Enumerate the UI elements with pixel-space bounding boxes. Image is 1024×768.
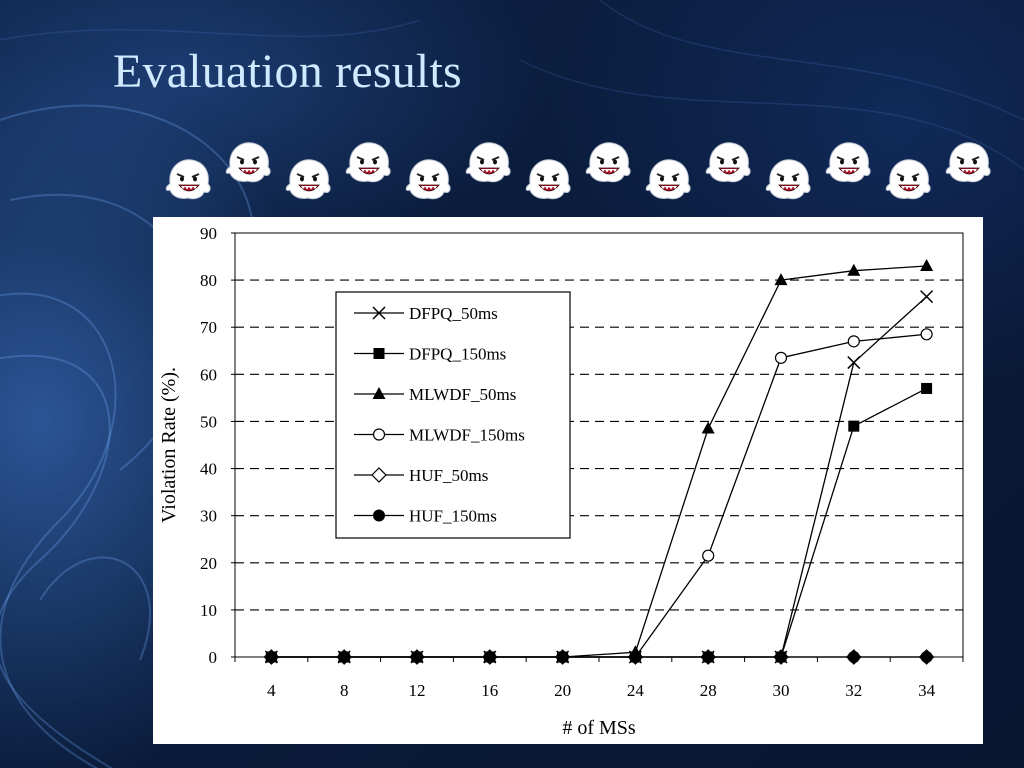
legend-marker [371, 467, 387, 483]
line-chart: 0 10 20 30 40 50 60 70 80 90 4 8 12 16 20 24 28 30 32 34 # o… [158, 224, 964, 739]
data-point [483, 651, 496, 663]
data-point [702, 549, 715, 562]
x-tick-label: 32 [845, 681, 862, 700]
legend-label: MLWDF_50ms [409, 385, 516, 404]
data-point [774, 351, 788, 364]
y-tick-label: 60 [200, 365, 217, 384]
y-tick-label: 70 [200, 318, 217, 337]
legend-marker [373, 509, 385, 522]
data-point [847, 263, 861, 276]
legend-item: MLWDF_150ms [354, 426, 525, 445]
y-tick-label: 50 [200, 412, 217, 431]
series-HUF_150ms [265, 651, 933, 663]
chart-panel: 0 10 20 30 40 50 60 70 80 90 4 8 12 16 20 24 28 30 32 34 # o… [153, 217, 983, 744]
legend-marker [372, 387, 386, 399]
slide-title: Evaluation results [113, 45, 462, 98]
legend-item: HUF_150ms [354, 507, 497, 526]
x-tick-label: 20 [554, 681, 571, 700]
y-tick-label: 10 [200, 601, 217, 620]
x-tick-label: 24 [627, 681, 645, 700]
legend-box [335, 291, 571, 539]
data-point [920, 290, 934, 304]
data-point [847, 335, 860, 348]
y-tick-label: 20 [200, 554, 217, 573]
data-point [921, 382, 933, 394]
data-point [702, 651, 715, 663]
data-point [774, 273, 788, 286]
legend-label: HUF_150ms [409, 507, 497, 526]
legend-item: DFPQ_150ms [354, 345, 506, 364]
x-tick-label: 28 [700, 681, 717, 700]
data-point [920, 651, 933, 663]
data-point [775, 651, 787, 663]
data-point [701, 421, 715, 434]
legend-item: DFPQ_50ms [354, 304, 498, 323]
legend-label: HUF_50ms [409, 466, 488, 485]
x-tick-label: 8 [340, 681, 349, 700]
y-tick-label: 30 [200, 507, 217, 526]
legend-item: HUF_50ms [354, 466, 488, 485]
data-point [411, 651, 423, 663]
data-point [556, 651, 569, 663]
y-tick-label: 40 [200, 460, 217, 479]
x-tick-label: 4 [267, 681, 276, 700]
x-tick-label: 30 [773, 681, 790, 700]
legend-label: MLWDF_150ms [409, 426, 525, 445]
legend-label: DFPQ_150ms [409, 345, 506, 364]
data-point [920, 328, 933, 341]
x-tick-label: 12 [409, 681, 426, 700]
y-tick-label: 80 [200, 271, 217, 290]
legend: DFPQ_50ms DFPQ_150ms MLWDF_50ms MLWDF_150ms… [335, 291, 571, 539]
x-axis-title: # of MSs [562, 717, 636, 739]
data-point [847, 651, 860, 663]
x-tick-label: 34 [918, 681, 936, 700]
data-point [338, 651, 351, 663]
y-axis-title: Violation Rate (%). [158, 367, 180, 523]
legend-item: MLWDF_50ms [354, 385, 516, 404]
legend-label: DFPQ_50ms [409, 304, 498, 323]
data-point [848, 420, 860, 432]
y-tick-label: 0 [209, 648, 218, 667]
data-point [920, 258, 934, 271]
legend-marker [372, 306, 386, 320]
legend-marker [373, 348, 385, 359]
data-point [847, 356, 861, 370]
data-point [629, 651, 642, 663]
x-tick-label: 16 [481, 681, 498, 700]
y-tick-label: 90 [200, 224, 217, 243]
data-point [265, 651, 278, 663]
legend-marker [372, 428, 386, 441]
